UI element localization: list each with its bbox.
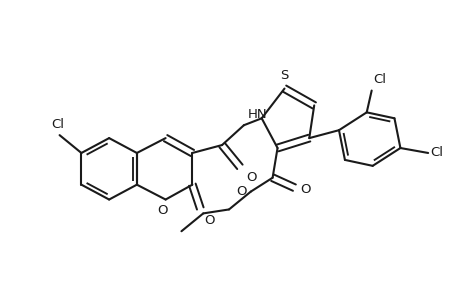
Text: O: O xyxy=(245,171,256,184)
Text: Cl: Cl xyxy=(373,73,386,85)
Text: O: O xyxy=(204,214,214,227)
Text: O: O xyxy=(236,185,246,198)
Text: S: S xyxy=(280,69,288,82)
Text: O: O xyxy=(300,183,310,196)
Text: O: O xyxy=(157,205,168,218)
Text: Cl: Cl xyxy=(429,146,442,160)
Text: HN: HN xyxy=(247,108,267,121)
Text: Cl: Cl xyxy=(51,118,64,131)
